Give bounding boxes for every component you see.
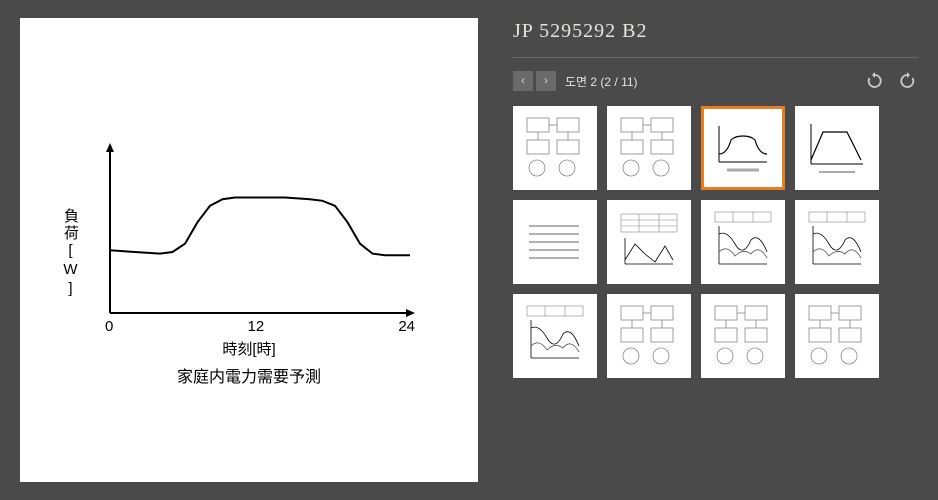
prev-figure-button[interactable]: ‹ [513,71,533,91]
divider [513,57,918,58]
side-panel: JP 5295292 B2 ‹ › 도면 2 (2 / 11) [488,0,938,500]
chart-caption: 家庭内電力需要予測 [20,363,478,387]
thumbnail-6[interactable] [607,200,691,284]
thumbnail-9[interactable] [513,294,597,378]
chart-y-axis-label: 負荷[W] [60,208,81,299]
x-tick-0: 0 [105,318,113,335]
document-title: JP 5295292 B2 [513,20,918,43]
thumbnail-7[interactable] [701,200,785,284]
figure-counter-label: 도면 2 (2 / 11) [565,73,638,90]
rotate-cw-button[interactable] [864,70,886,92]
figure-toolbar: ‹ › 도면 2 (2 / 11) [513,70,918,92]
thumbnail-8[interactable] [795,200,879,284]
thumbnail-2[interactable] [607,106,691,190]
thumbnail-12[interactable] [795,294,879,378]
nav-group: ‹ › 도면 2 (2 / 11) [513,71,638,91]
x-tick-1: 12 [247,318,264,335]
chart-x-axis-label: 時刻[時] [20,338,478,359]
rotate-ccw-button[interactable] [896,70,918,92]
thumbnail-grid [513,106,918,378]
chart-x-ticks: 0 12 24 [105,318,415,335]
thumbnail-5[interactable] [513,200,597,284]
thumbnail-1[interactable] [513,106,597,190]
main-figure-image[interactable]: 負荷[W] 0 12 24 時刻[時] 家庭内電力需要予測 [20,18,478,482]
load-curve-chart [90,138,420,328]
main-figure-panel: 負荷[W] 0 12 24 時刻[時] 家庭内電力需要予測 [0,0,488,500]
next-figure-button[interactable]: › [536,71,556,91]
thumbnail-4[interactable] [795,106,879,190]
rotate-cw-icon [866,72,884,90]
thumbnail-11[interactable] [701,294,785,378]
x-tick-2: 24 [398,318,415,335]
thumbnail-3[interactable] [701,106,785,190]
rotate-group [864,70,918,92]
rotate-ccw-icon [898,72,916,90]
thumbnail-10[interactable] [607,294,691,378]
